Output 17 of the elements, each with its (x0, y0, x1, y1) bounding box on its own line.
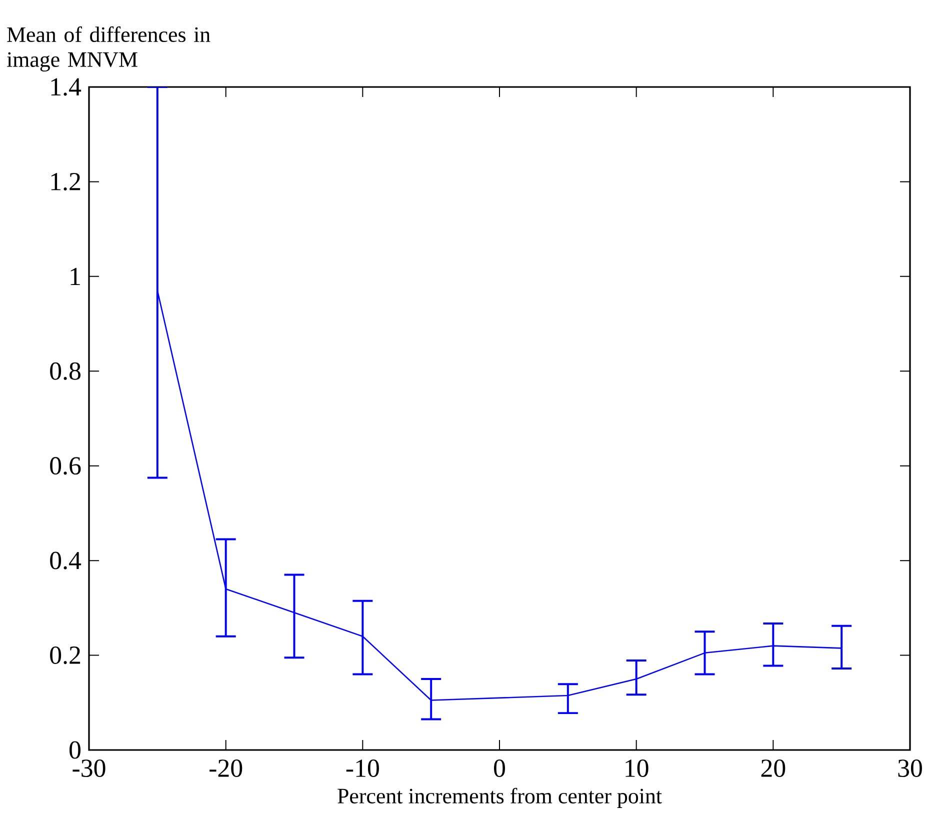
y-tick-label: 0.6 (50, 457, 81, 475)
y-tick-label: 1.4 (51, 78, 82, 96)
x-tick-label: 20 (761, 760, 786, 777)
x-tick-label: -20 (210, 760, 242, 777)
x-tick-label: -30 (72, 760, 106, 777)
y-tick-label: 1 (70, 268, 80, 285)
y-tick-label: 0 (70, 741, 80, 759)
x-tick-label: 30 (898, 760, 922, 777)
x-axis-title: Percent increments from center point (338, 788, 662, 808)
y-tick-label: 0.4 (50, 552, 82, 570)
y-tick-label: 1.2 (51, 172, 80, 190)
y-tick-label: 0.8 (50, 362, 80, 380)
y-axis-title: Mean of differences in image MNVM (6, 26, 210, 72)
x-tick-label: -10 (346, 760, 379, 777)
y-tick-label: 0.2 (50, 646, 80, 664)
x-tick-label: 0 (494, 760, 505, 777)
x-tick-label: 10 (626, 760, 648, 777)
